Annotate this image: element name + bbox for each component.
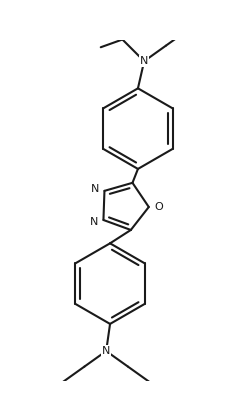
Text: N: N xyxy=(102,346,110,356)
Text: N: N xyxy=(90,217,98,226)
Text: O: O xyxy=(154,202,163,212)
Text: N: N xyxy=(140,56,148,66)
Text: N: N xyxy=(91,184,99,194)
